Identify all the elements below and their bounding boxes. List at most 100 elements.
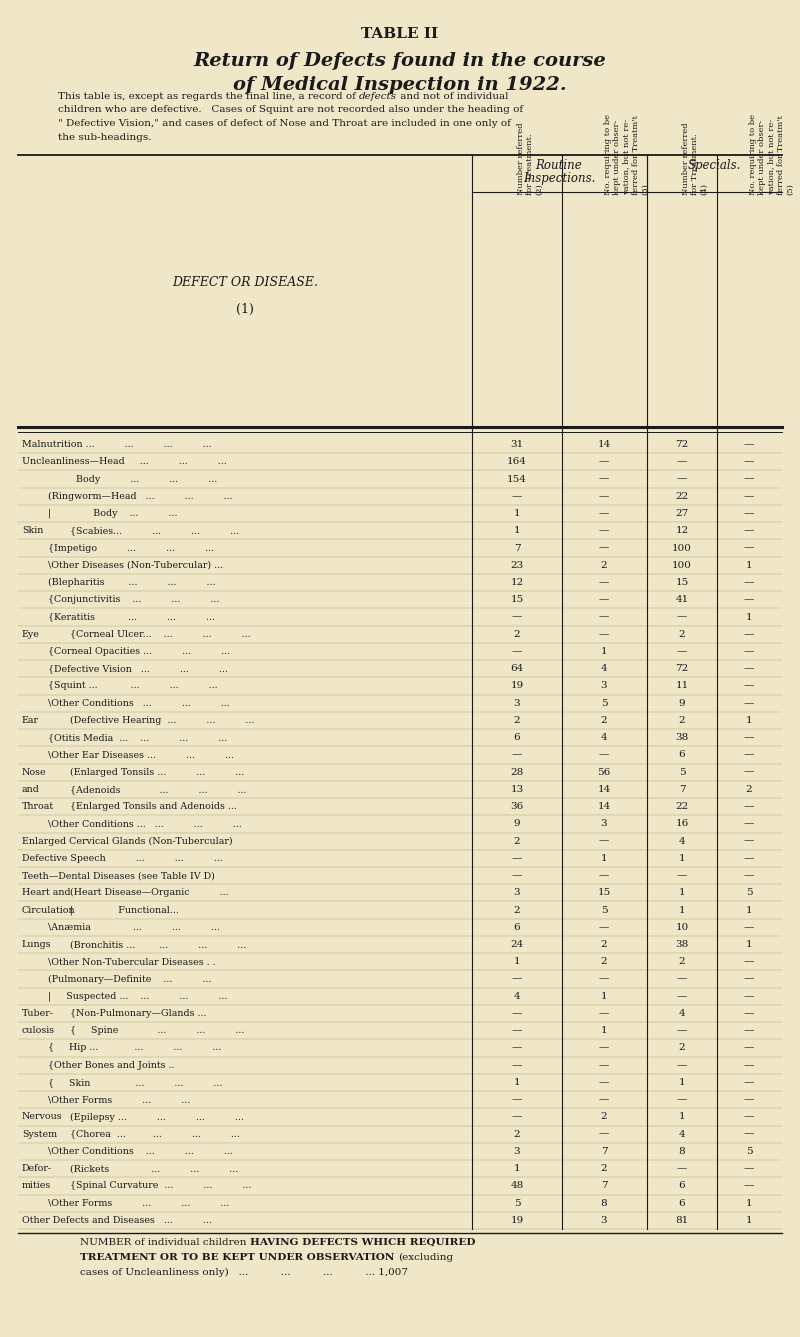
Text: {Squint ...           ...          ...          ...: {Squint ... ... ... ... xyxy=(48,682,218,690)
Text: —: — xyxy=(599,630,609,639)
Text: —: — xyxy=(744,699,754,707)
Text: (Enlarged Tonsils ...          ...          ...: (Enlarged Tonsils ... ... ... xyxy=(70,767,244,777)
Text: 15: 15 xyxy=(510,595,524,604)
Text: {Conjunctivitis    ...          ...          ...: {Conjunctivitis ... ... ... xyxy=(48,595,219,604)
Text: 2: 2 xyxy=(514,1130,520,1139)
Text: {Corneal Opacities ...          ...          ...: {Corneal Opacities ... ... ... xyxy=(48,647,230,656)
Text: —: — xyxy=(512,1095,522,1104)
Text: Malnutrition ...          ...          ...          ...: Malnutrition ... ... ... ... xyxy=(22,440,212,449)
Text: {     Spine             ...          ...          ...: { Spine ... ... ... xyxy=(70,1027,244,1035)
Text: —: — xyxy=(677,1060,687,1070)
Text: 5: 5 xyxy=(746,888,752,897)
Text: mities: mities xyxy=(22,1182,51,1190)
Text: —: — xyxy=(677,992,687,1001)
Text: 5: 5 xyxy=(601,699,607,707)
Text: 27: 27 xyxy=(675,509,689,517)
Text: 1: 1 xyxy=(678,1112,686,1122)
Text: 100: 100 xyxy=(672,560,692,570)
Text: 1: 1 xyxy=(746,715,752,725)
Text: 6: 6 xyxy=(678,1182,686,1190)
Text: Defor-: Defor- xyxy=(22,1165,52,1173)
Text: children who are defective.   Cases of Squint are not recorded also under the he: children who are defective. Cases of Squ… xyxy=(58,106,523,115)
Text: 7: 7 xyxy=(601,1182,607,1190)
Text: Throat: Throat xyxy=(22,802,54,812)
Text: 5: 5 xyxy=(514,1199,520,1207)
Text: Nervous: Nervous xyxy=(22,1112,62,1122)
Text: (Ringworm—Head   ...          ...          ...: (Ringworm—Head ... ... ... xyxy=(48,492,233,501)
Text: {     Skin               ...          ...          ...: { Skin ... ... ... xyxy=(48,1078,222,1087)
Text: —: — xyxy=(599,837,609,845)
Text: —: — xyxy=(744,1182,754,1190)
Text: {Non-Pulmonary—Glands ...: {Non-Pulmonary—Glands ... xyxy=(70,1009,206,1017)
Text: Ear: Ear xyxy=(22,715,39,725)
Text: 28: 28 xyxy=(510,767,524,777)
Text: 48: 48 xyxy=(510,1182,524,1190)
Text: 14: 14 xyxy=(598,440,610,449)
Text: 2: 2 xyxy=(601,940,607,949)
Text: Enlarged Cervical Glands (Non-Tubercular): Enlarged Cervical Glands (Non-Tubercular… xyxy=(22,837,233,846)
Text: —: — xyxy=(599,475,609,484)
Text: 24: 24 xyxy=(510,940,524,949)
Text: —: — xyxy=(512,1043,522,1052)
Text: 3: 3 xyxy=(601,820,607,829)
Text: {     Hip ...            ...          ...          ...: { Hip ... ... ... ... xyxy=(48,1043,222,1052)
Text: —: — xyxy=(744,1027,754,1035)
Text: 6: 6 xyxy=(514,923,520,932)
Text: —: — xyxy=(599,457,609,467)
Text: —: — xyxy=(744,682,754,690)
Text: Specials.: Specials. xyxy=(687,159,741,172)
Text: Body          ...          ...          ...: Body ... ... ... xyxy=(22,475,218,484)
Text: 1: 1 xyxy=(514,1165,520,1173)
Text: —: — xyxy=(512,854,522,862)
Text: 7: 7 xyxy=(678,785,686,794)
Text: 1: 1 xyxy=(601,854,607,862)
Text: |               Functional...: | Functional... xyxy=(70,905,179,915)
Text: —: — xyxy=(599,1043,609,1052)
Text: Routine: Routine xyxy=(536,159,582,172)
Text: \Other Diseases (Non-Tubercular) ...: \Other Diseases (Non-Tubercular) ... xyxy=(48,560,223,570)
Text: 36: 36 xyxy=(510,802,524,812)
Text: —: — xyxy=(677,612,687,622)
Text: Skin: Skin xyxy=(22,527,43,535)
Text: {Enlarged Tonsils and Adenoids ...: {Enlarged Tonsils and Adenoids ... xyxy=(70,802,237,812)
Text: HAVING DEFECTS WHICH REQUIRED: HAVING DEFECTS WHICH REQUIRED xyxy=(250,1238,475,1247)
Text: 5: 5 xyxy=(746,1147,752,1157)
Text: —: — xyxy=(599,578,609,587)
Text: 2: 2 xyxy=(601,957,607,967)
Text: 2: 2 xyxy=(514,715,520,725)
Text: 22: 22 xyxy=(675,802,689,812)
Text: 4: 4 xyxy=(601,664,607,674)
Text: 5: 5 xyxy=(678,767,686,777)
Text: 19: 19 xyxy=(510,1215,524,1225)
Text: 11: 11 xyxy=(675,682,689,690)
Text: 3: 3 xyxy=(514,699,520,707)
Text: Defective Speech          ...          ...          ...: Defective Speech ... ... ... xyxy=(22,854,222,862)
Text: 2: 2 xyxy=(514,905,520,915)
Text: —: — xyxy=(744,1060,754,1070)
Text: 9: 9 xyxy=(514,820,520,829)
Text: —: — xyxy=(744,1130,754,1139)
Text: —: — xyxy=(599,1078,609,1087)
Text: 13: 13 xyxy=(510,785,524,794)
Text: 23: 23 xyxy=(510,560,524,570)
Text: (Bronchitis ...        ...          ...          ...: (Bronchitis ... ... ... ... xyxy=(70,940,246,949)
Text: 1: 1 xyxy=(678,854,686,862)
Text: Return of Defects found in the course: Return of Defects found in the course xyxy=(194,52,606,70)
Text: 6: 6 xyxy=(678,750,686,759)
Text: 2: 2 xyxy=(601,715,607,725)
Text: |     Suspected ...    ...          ...          ...: | Suspected ... ... ... ... xyxy=(48,992,227,1001)
Text: 2: 2 xyxy=(601,1165,607,1173)
Text: \Other Ear Diseases ...          ...          ...: \Other Ear Diseases ... ... ... xyxy=(48,750,234,759)
Text: " Defective Vision," and cases of defect of Nose and Throat are included in one : " Defective Vision," and cases of defect… xyxy=(58,119,511,128)
Text: —: — xyxy=(744,1112,754,1122)
Text: \Other Forms          ...          ...          ...: \Other Forms ... ... ... xyxy=(48,1199,230,1207)
Text: 6: 6 xyxy=(514,733,520,742)
Text: Other Defects and Diseases   ...          ...: Other Defects and Diseases ... ... xyxy=(22,1215,212,1225)
Text: {Keratitis           ...          ...          ...: {Keratitis ... ... ... xyxy=(48,612,215,622)
Text: (Blepharitis        ...          ...          ...: (Blepharitis ... ... ... xyxy=(48,578,215,587)
Text: Number referred
for Treatment.
(2): Number referred for Treatment. (2) xyxy=(517,123,543,195)
Text: 4: 4 xyxy=(678,1009,686,1017)
Text: 1: 1 xyxy=(678,888,686,897)
Text: —: — xyxy=(512,647,522,656)
Text: —: — xyxy=(744,975,754,984)
